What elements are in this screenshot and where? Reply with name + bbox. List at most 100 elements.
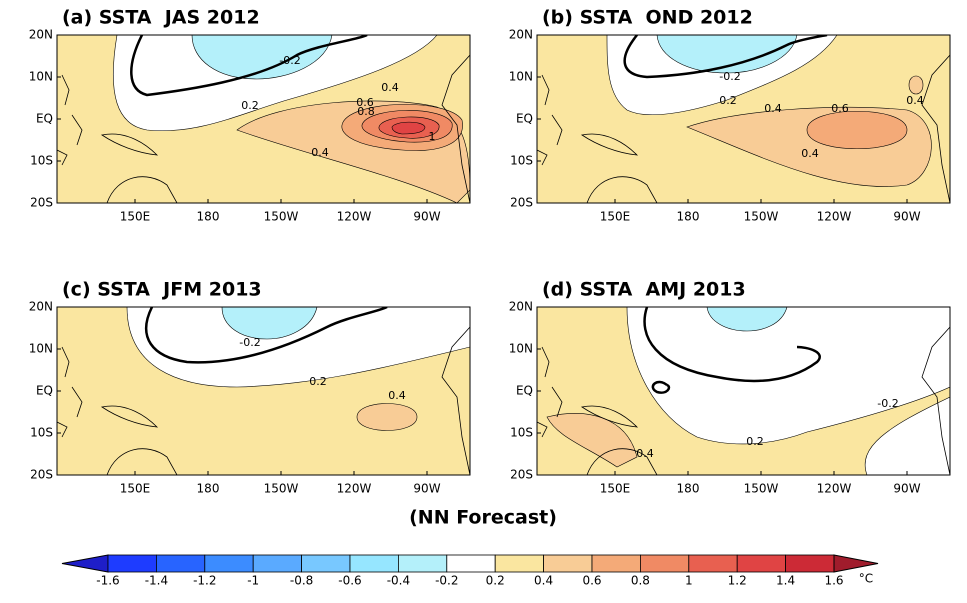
lat-label: 10S — [510, 426, 533, 440]
zero-contour — [643, 307, 821, 394]
map-panel: (d) SSTA AMJ 2013 -0.2 0.2 0.4 20N 10N EQ 10S 20… — [509, 279, 951, 496]
map-panel: (a) SSTA JAS 2012 -0.2 0.4 0.2 0.60.8 1 0.4 20N… — [29, 7, 471, 224]
lon-label: 150E — [600, 210, 631, 224]
contour-label: 1 — [429, 130, 436, 143]
colorbar-bin — [349, 554, 399, 573]
zero-contour — [145, 307, 388, 364]
lat-label: 20S — [30, 468, 53, 482]
colorbar-label: 1 — [685, 574, 693, 588]
colorbar-bin — [591, 554, 641, 573]
panel-title: (a) SSTA JAS 2012 — [62, 7, 260, 29]
contour-label: 0.4 — [381, 81, 399, 94]
lat-label: 20N — [509, 28, 533, 42]
lat-label: 20S — [510, 468, 533, 482]
anomaly-region — [391, 121, 426, 135]
colorbar-label: -1.6 — [96, 574, 119, 588]
lon-label: 120W — [337, 210, 372, 224]
zero-contour — [130, 35, 368, 97]
colorbar-label: 0.6 — [582, 574, 601, 588]
contour-label: -0.2 — [239, 336, 260, 349]
anomaly-region — [112, 35, 438, 132]
anomaly-region — [126, 307, 470, 388]
anomaly-region — [806, 111, 908, 149]
panel-title: (c) SSTA JFM 2013 — [62, 279, 262, 301]
contour-label: 0.4 — [636, 447, 654, 460]
colorbar-label: -1.2 — [193, 574, 216, 588]
map-fill — [537, 307, 950, 475]
map-panel: (c) SSTA JFM 2013 -0.2 0.2 0.4 20N 10N EQ 10S 20… — [29, 279, 471, 496]
lon-label: 150E — [600, 482, 631, 496]
coastline — [57, 326, 470, 475]
lat-label: 20S — [510, 196, 533, 210]
contour-label: -0.2 — [279, 54, 300, 67]
contour-label: 0.4 — [311, 146, 329, 159]
colorbar-label: -0.2 — [435, 574, 458, 588]
map-panel: (b) SSTA OND 2012 -0.2 0.2 0.4 0.6 0.4 0.4 20N 1… — [509, 7, 951, 224]
lat-label: 10S — [510, 154, 533, 168]
lat-label: 20N — [509, 300, 533, 314]
lon-label: 150E — [120, 210, 151, 224]
map-fill — [537, 35, 950, 203]
coastline — [57, 54, 470, 203]
anomaly-region — [546, 413, 638, 468]
colorbar-bin — [543, 554, 593, 573]
lat-label: EQ — [516, 384, 533, 398]
lon-label: 150W — [744, 482, 779, 496]
lon-label: 120W — [817, 210, 852, 224]
lon-label: 120W — [817, 482, 852, 496]
map-fill — [57, 307, 470, 475]
lat-label: 20S — [30, 196, 53, 210]
anomaly-region — [908, 75, 924, 95]
colorbar-label: 1.6 — [824, 574, 843, 588]
lon-label: 150E — [120, 482, 151, 496]
colorbar-label: 1.4 — [776, 574, 795, 588]
contour-label: 0.2 — [241, 99, 259, 112]
colorbar-label: 0.4 — [534, 574, 553, 588]
contour-label: -0.2 — [877, 397, 898, 410]
lon-label: 90W — [893, 210, 920, 224]
colorbar-label: 1.2 — [728, 574, 747, 588]
colorbar-bin — [736, 554, 787, 573]
lon-label: 180 — [197, 210, 220, 224]
lat-label: 10N — [509, 342, 533, 356]
contour-label: 0.6 — [356, 96, 374, 109]
colorbar-label: -0.4 — [387, 574, 410, 588]
colorbar-bin — [494, 554, 545, 573]
zero-contour — [623, 35, 828, 79]
lon-label: 150W — [744, 210, 779, 224]
contour-label: -0.2 — [719, 70, 740, 83]
lon-label: 90W — [413, 210, 440, 224]
colorbar-bin — [155, 554, 206, 573]
contour-label: 0.8 — [357, 105, 375, 118]
lat-label: 10N — [29, 70, 53, 84]
lat-label: 10N — [29, 342, 53, 356]
colorbar-arrow — [61, 554, 109, 573]
colorbar-bin — [446, 554, 496, 573]
lat-label: 10S — [30, 426, 53, 440]
colorbar-label: -0.6 — [338, 574, 361, 588]
lon-label: 180 — [677, 482, 700, 496]
colorbar-bin — [640, 554, 690, 573]
colorbar-bin — [107, 554, 157, 573]
anomaly-region — [356, 403, 418, 431]
colorbar-bin — [301, 554, 351, 573]
colorbar-label: -0.8 — [290, 574, 313, 588]
lon-label: 150W — [264, 210, 299, 224]
anomaly-region — [191, 35, 333, 80]
footer: (NN Forecast) — [409, 507, 557, 529]
contour-label: 0.2 — [719, 94, 737, 107]
colorbar-bin — [785, 554, 835, 573]
colorbar-label: -1 — [247, 574, 259, 588]
lon-label: 90W — [413, 482, 440, 496]
panel-title: (b) SSTA OND 2012 — [542, 7, 753, 29]
lon-label: 180 — [677, 210, 700, 224]
anomaly-region — [706, 307, 788, 332]
lat-label: 20N — [29, 28, 53, 42]
lat-label: EQ — [36, 112, 53, 126]
colorbar-bin — [397, 554, 448, 573]
coastline — [537, 326, 950, 475]
lat-label: EQ — [36, 384, 53, 398]
colorbar-label: 0.2 — [486, 574, 505, 588]
lat-label: 20N — [29, 300, 53, 314]
